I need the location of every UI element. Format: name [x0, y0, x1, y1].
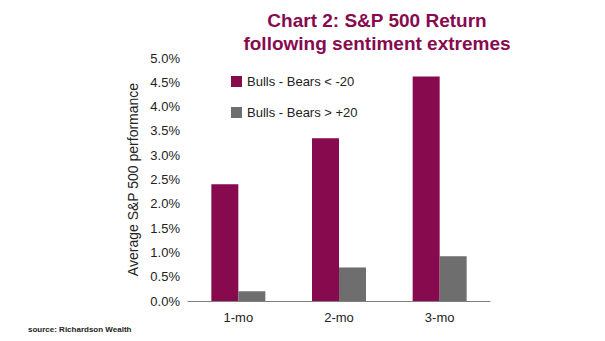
- svg-text:Bulls - Bears > +20: Bulls - Bears > +20: [247, 105, 358, 120]
- svg-text:1.5%: 1.5%: [150, 221, 180, 236]
- svg-text:source: Richardson Wealth: source: Richardson Wealth: [28, 325, 132, 334]
- svg-text:3.0%: 3.0%: [150, 148, 180, 163]
- svg-text:4.5%: 4.5%: [150, 75, 180, 90]
- svg-text:following sentiment extremes: following sentiment extremes: [243, 33, 510, 54]
- svg-text:2.5%: 2.5%: [150, 172, 180, 187]
- svg-text:3-mo: 3-mo: [425, 310, 455, 325]
- svg-text:0.5%: 0.5%: [150, 269, 180, 284]
- svg-text:2-mo: 2-mo: [324, 310, 354, 325]
- svg-text:4.0%: 4.0%: [150, 99, 180, 114]
- svg-text:5.0%: 5.0%: [150, 51, 180, 66]
- svg-text:1-mo: 1-mo: [224, 310, 254, 325]
- svg-text:1.0%: 1.0%: [150, 245, 180, 260]
- svg-text:Average S&P 500 performance: Average S&P 500 performance: [125, 83, 141, 276]
- svg-text:0.0%: 0.0%: [150, 294, 180, 309]
- svg-text:Chart 2: S&P 500 Return: Chart 2: S&P 500 Return: [267, 10, 486, 31]
- svg-text:2.0%: 2.0%: [150, 196, 180, 211]
- svg-text:3.5%: 3.5%: [150, 123, 180, 138]
- svg-text:Bulls - Bears < -20: Bulls - Bears < -20: [247, 74, 354, 89]
